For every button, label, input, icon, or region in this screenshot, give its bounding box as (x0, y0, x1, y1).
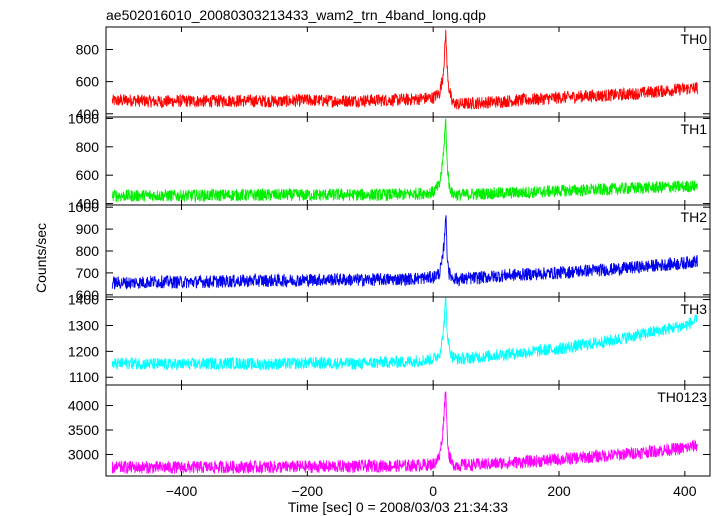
y-tick-label: 800 (76, 42, 100, 58)
series-line-th0123 (111, 391, 698, 475)
y-tick-label: 1200 (68, 343, 99, 359)
series-label-th3: TH3 (681, 301, 708, 317)
y-tick-label: 3000 (68, 446, 99, 462)
y-axis-label: Counts/sec (33, 223, 49, 293)
series-line-th3 (111, 296, 698, 371)
y-tick-label: 1300 (68, 317, 99, 333)
panels: 400 600 800 TH0 400 600 800 1000 TH1 600 700 800 900… (68, 26, 711, 499)
series-line-th0 (111, 29, 698, 110)
panel-th3: 1100 1200 1300 1400 TH3 (68, 292, 711, 386)
y-tick-label: 600 (76, 167, 100, 183)
panel-th2: 600 700 800 900 1000 TH2 (68, 199, 711, 303)
series-line-th1 (111, 118, 698, 204)
x-tick-label: 200 (547, 483, 571, 499)
x-tick-label: 400 (673, 483, 697, 499)
x-axis-label: Time [sec] 0 = 2008/03/03 21:34:33 (288, 499, 508, 515)
y-tick-label: 400 (76, 106, 100, 122)
panel-th1: 400 600 800 1000 TH1 (68, 110, 711, 212)
series-label-th0123: TH0123 (657, 389, 707, 405)
chart-title: ae502016010_20080303213433_wam2_trn_4ban… (106, 7, 486, 23)
y-tick-label: 800 (76, 139, 100, 155)
y-tick-label: 400 (76, 196, 100, 212)
y-tick-label: 4000 (68, 398, 99, 414)
series-label-th0: TH0 (681, 31, 708, 47)
y-tick-label: 900 (76, 221, 100, 237)
y-tick-label: 3500 (68, 422, 99, 438)
y-tick-label: 1100 (69, 369, 99, 385)
y-tick-label: 600 (76, 287, 100, 303)
y-tick-label: 800 (76, 243, 100, 259)
y-tick-label: 600 (76, 74, 100, 90)
series-label-th2: TH2 (681, 209, 708, 225)
panel-th0: 400 600 800 TH0 (76, 26, 711, 122)
y-tick-label: 700 (76, 265, 100, 281)
x-tick-label: 0 (429, 483, 437, 499)
series-line-th2 (111, 215, 698, 290)
x-tick-label: −400 (166, 483, 198, 499)
y-tick-label: 1000 (68, 110, 99, 126)
y-tick-label: 1400 (68, 292, 99, 308)
panel-th0123: 3000 3500 4000 TH0123 (68, 384, 711, 477)
series-label-th1: TH1 (681, 121, 708, 137)
y-tick-label: 1000 (68, 199, 99, 215)
x-tick-label: −200 (292, 483, 324, 499)
